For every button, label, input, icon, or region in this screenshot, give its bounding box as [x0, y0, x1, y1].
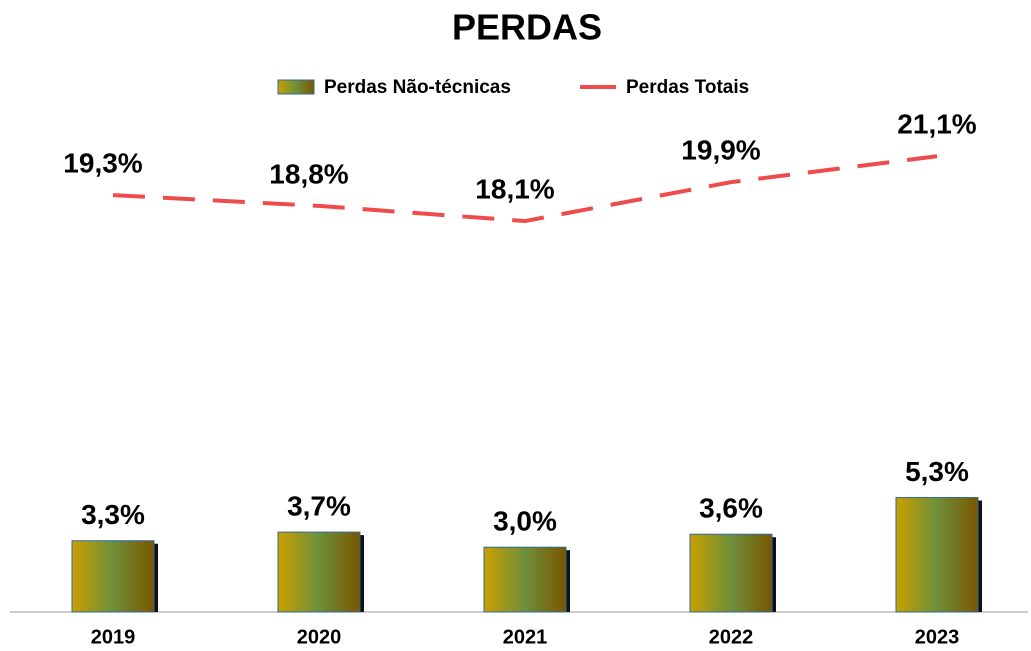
- line-value-label: 19,9%: [681, 135, 760, 166]
- bar: [71, 540, 155, 613]
- bar-value-label: 5,3%: [905, 456, 969, 487]
- bar: [277, 531, 361, 613]
- bar: [483, 546, 567, 613]
- x-tick-label: 2023: [915, 626, 960, 648]
- legend-label: Perdas Totais: [626, 77, 749, 98]
- line-value-label: 18,8%: [269, 158, 348, 189]
- x-tick-label: 2019: [91, 626, 136, 648]
- bar: [689, 533, 773, 613]
- line-value-label: 19,3%: [63, 148, 142, 179]
- bar: [895, 497, 979, 613]
- line-value-label: 18,1%: [475, 173, 554, 204]
- x-tick-label: 2020: [297, 626, 342, 648]
- bar-value-label: 3,0%: [493, 506, 557, 537]
- line-value-label: 21,1%: [897, 109, 976, 140]
- bar-value-label: 3,3%: [81, 499, 145, 530]
- legend-label: Perdas Não-técnicas: [324, 77, 511, 98]
- x-tick-label: 2022: [709, 626, 754, 648]
- line: [112, 154, 938, 224]
- chart-title: PERDAS: [452, 7, 602, 48]
- legend-swatch: [277, 79, 315, 95]
- x-tick-label: 2021: [503, 626, 548, 648]
- bar-value-label: 3,7%: [287, 490, 351, 521]
- bar-value-label: 3,6%: [699, 493, 763, 524]
